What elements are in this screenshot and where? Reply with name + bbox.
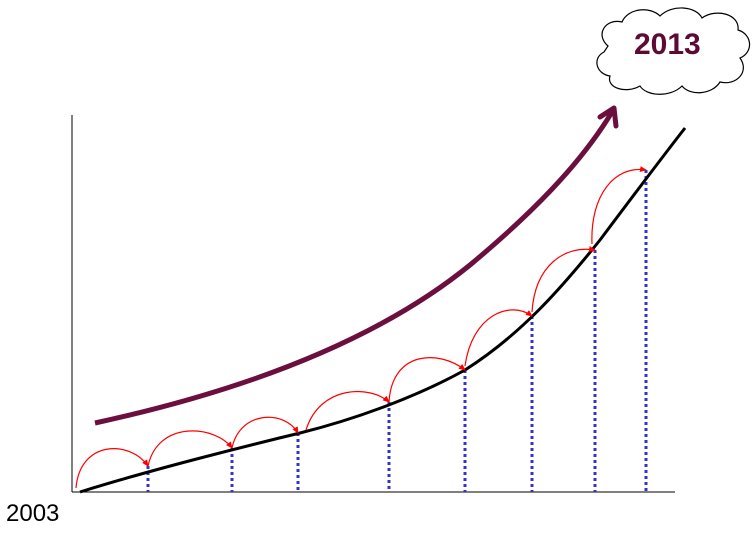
step-arrow	[531, 246, 596, 313]
end-year-label: 2013	[634, 28, 701, 61]
step-arrow	[388, 357, 466, 403]
trend-arrowhead	[597, 105, 619, 129]
cloud-icon	[596, 7, 751, 95]
trend-arrow	[94, 110, 615, 426]
step-arrow	[231, 416, 299, 449]
step-arrow	[147, 430, 233, 467]
step-arrow	[305, 391, 390, 431]
step-arrow	[464, 309, 533, 367]
growth-curve	[79, 127, 687, 494]
step-arrow	[591, 166, 647, 245]
start-year-label: 2003	[6, 500, 60, 527]
step-arrow	[75, 448, 149, 489]
dotted-lines	[146, 170, 648, 492]
step-arrows	[75, 166, 647, 489]
